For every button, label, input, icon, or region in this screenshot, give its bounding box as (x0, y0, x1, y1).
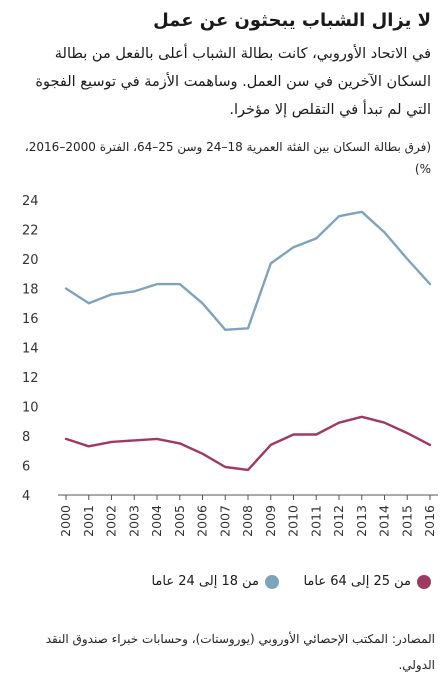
x-tick-label: 2001 (81, 505, 96, 537)
legend: من 18 إلى 24 عاما من 25 إلى 64 عاما (0, 574, 447, 600)
x-tick-label: 2012 (331, 505, 346, 537)
y-tick-label: 4 (22, 489, 30, 504)
x-tick-label: 2004 (149, 505, 164, 537)
y-tick-label: 20 (22, 253, 39, 268)
x-tick-label: 2014 (377, 505, 392, 537)
y-tick-label: 18 (22, 283, 39, 298)
chart-subtitle: في الاتحاد الأوروبي، كانت بطالة الشباب أ… (35, 46, 431, 118)
y-tick-label: 6 (22, 460, 30, 475)
x-tick-label: 2005 (172, 505, 187, 537)
y-tick-label: 8 (22, 430, 30, 445)
chart-title: لا يزال الشباب يبحثون عن عمل (153, 10, 431, 31)
y-tick-label: 24 (22, 194, 39, 209)
x-tick-label: 2013 (354, 505, 369, 537)
x-tick-label: 2009 (263, 505, 278, 537)
y-tick-label: 14 (22, 342, 39, 357)
y-tick-label: 10 (22, 401, 39, 416)
series-line-young (64, 210, 432, 332)
x-tick-label: 2007 (217, 505, 232, 537)
legend-item-young: من 18 إلى 24 عاما (151, 574, 279, 589)
x-tick-label: 2015 (399, 505, 414, 537)
x-tick-label: 2000 (58, 505, 73, 537)
x-tick-label: 2006 (195, 505, 210, 537)
legend-label-young: من 18 إلى 24 عاما (151, 574, 259, 589)
legend-label-adult: من 25 إلى 64 عاما (303, 574, 411, 589)
legend-swatch-adult (417, 574, 431, 589)
x-tick-label: 2016 (422, 505, 437, 537)
legend-swatch-young (265, 574, 279, 589)
x-tick-label: 2011 (308, 505, 323, 537)
y-tick-label: 12 (22, 371, 39, 386)
x-tick-label: 2008 (240, 505, 255, 537)
x-tick-label: 2010 (286, 505, 301, 537)
x-tick-label: 2003 (126, 505, 141, 537)
series-line-adult (64, 415, 432, 472)
unit-note: (فرق بطالة السكان بين الفئة العمرية 18–2… (24, 140, 431, 176)
x-tick-label: 2002 (104, 505, 119, 537)
legend-item-adult: من 25 إلى 64 عاما (303, 574, 431, 589)
y-tick-label: 22 (22, 224, 39, 239)
line-chart: 4 6 8 10 12 14 16 18 20 22 24 2000 2001 2002 2003 2004 2… (22, 194, 438, 537)
source-note: المصادر: المكتب الإحصائي الأوروبي (يوروس… (45, 632, 435, 672)
y-tick-label: 16 (22, 312, 39, 327)
